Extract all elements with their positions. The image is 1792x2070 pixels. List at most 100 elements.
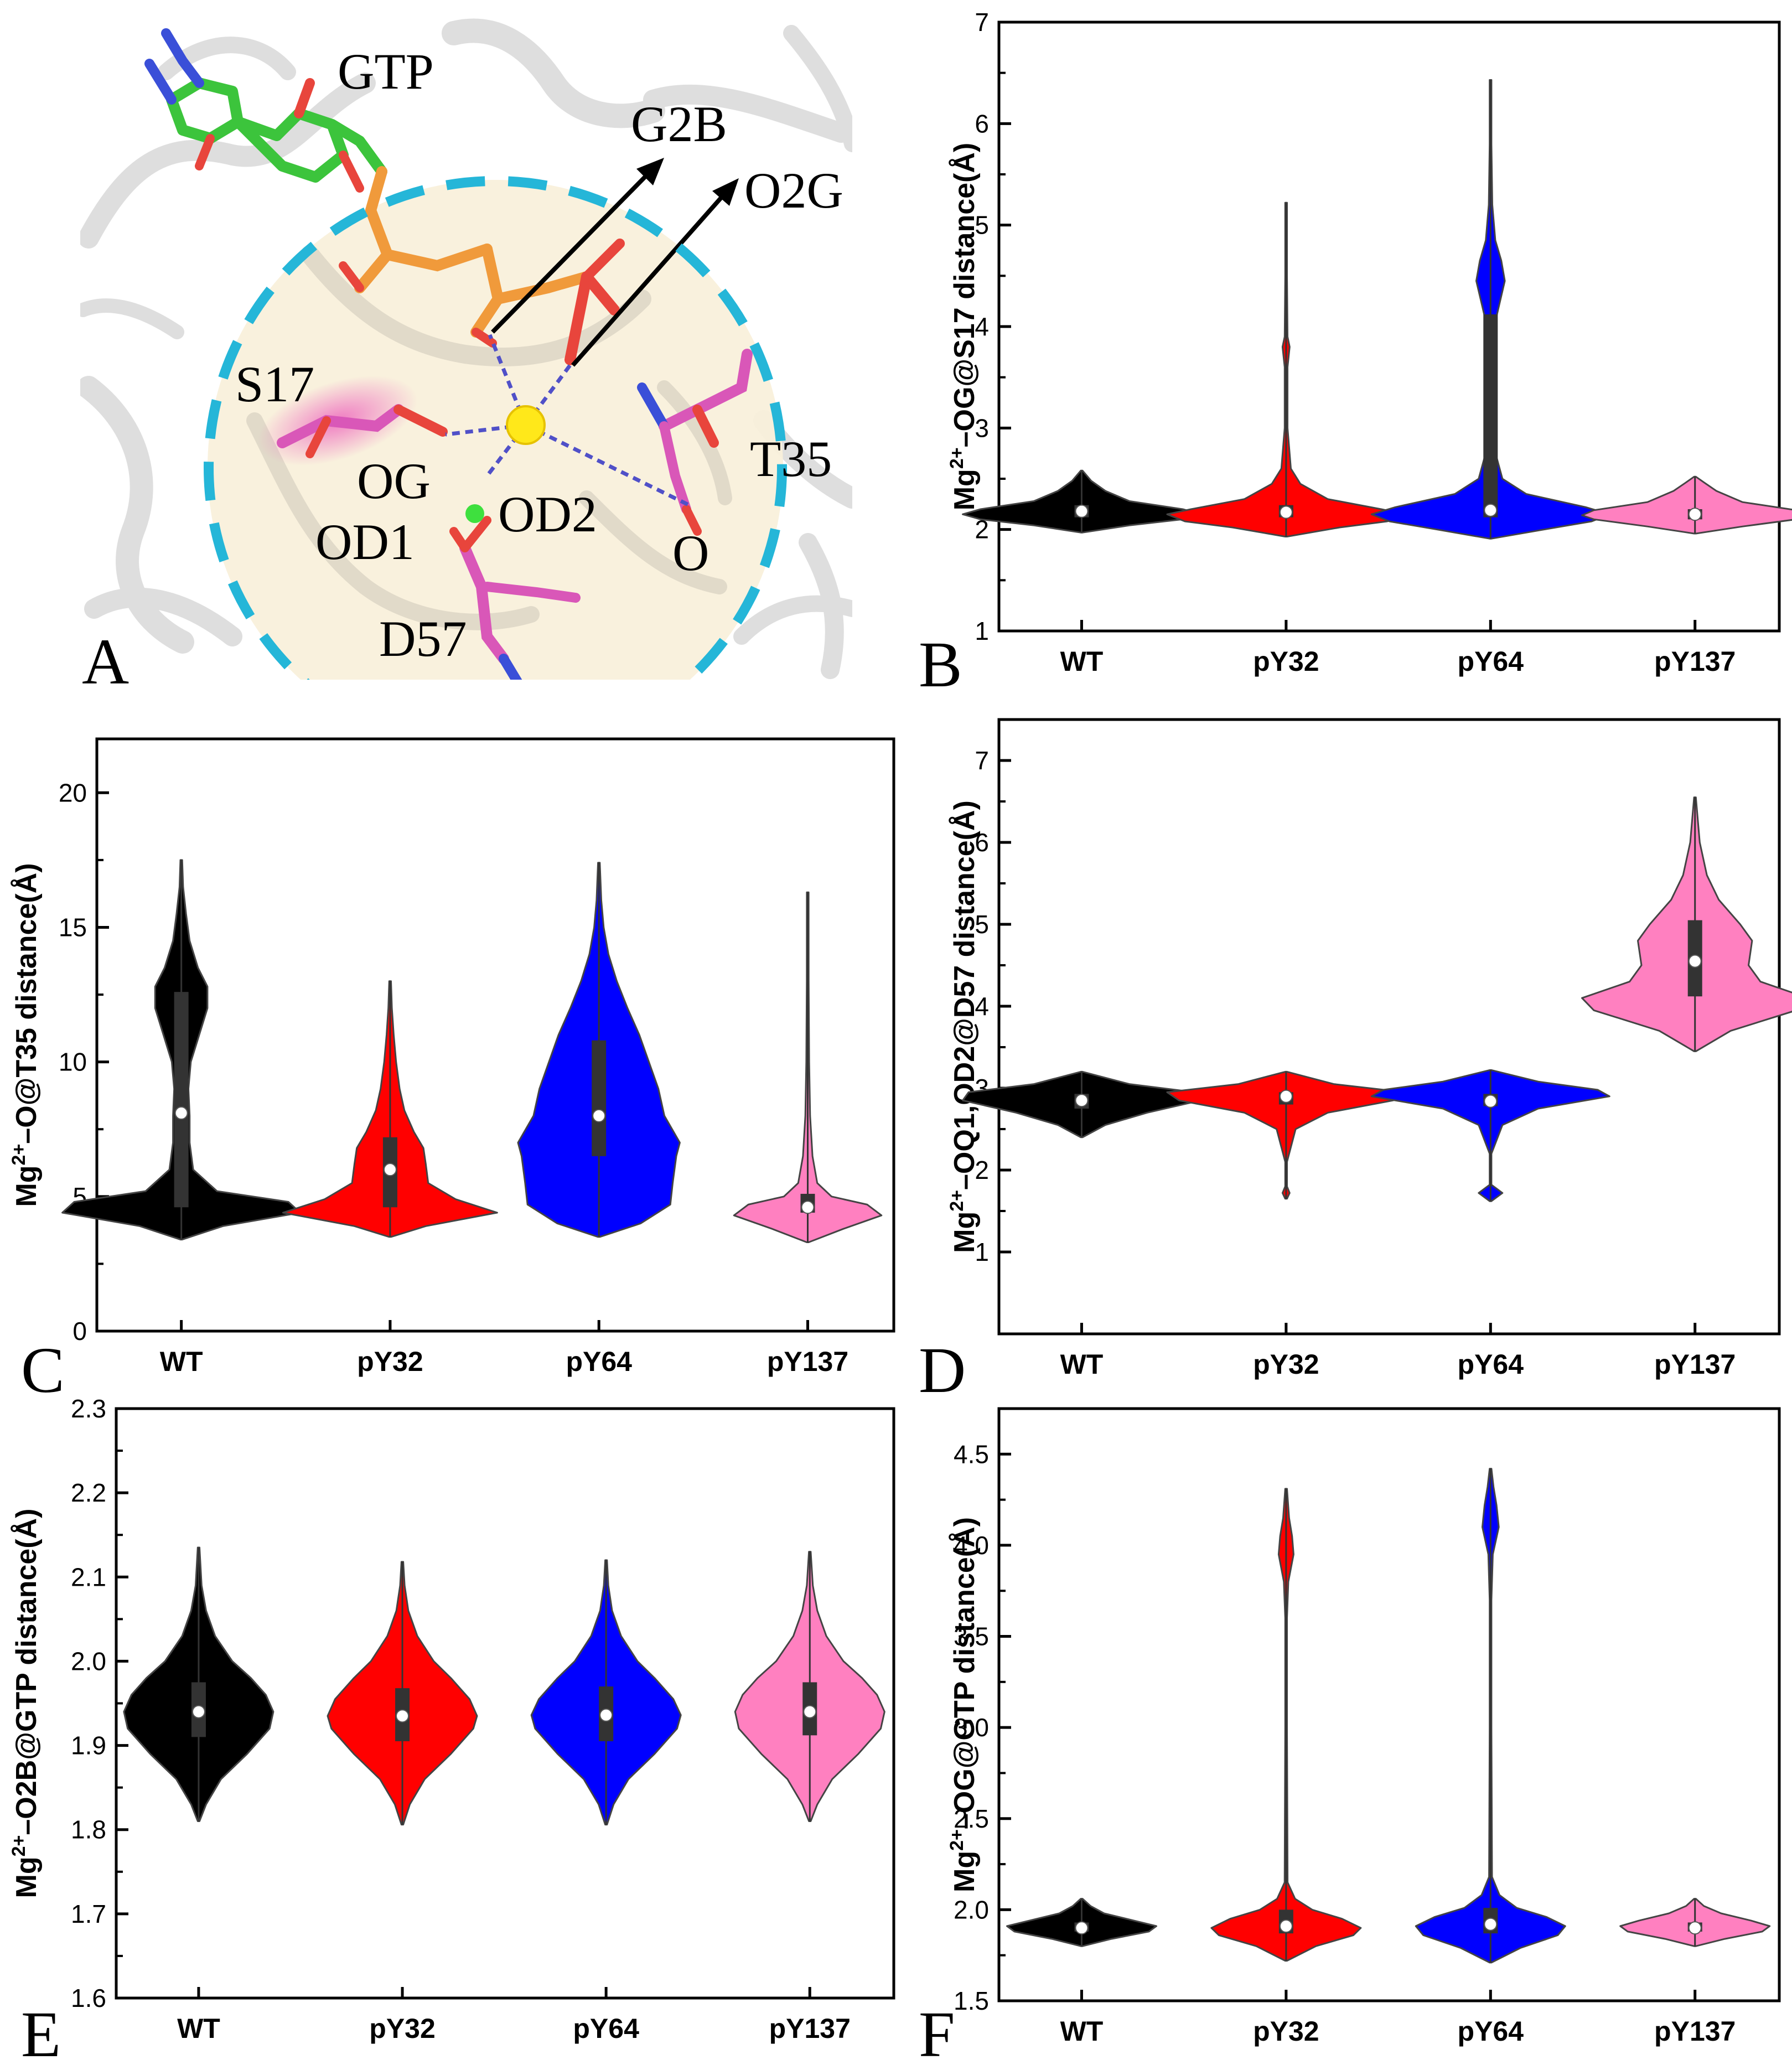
s17-residue xyxy=(277,404,448,458)
y-tick-label: 1.6 xyxy=(71,1984,106,2012)
y-tick-label: 2.0 xyxy=(954,1895,989,1924)
box-WT xyxy=(174,992,189,1208)
panel-a-structure: GTP G2B O2G S17 T35 OG OD1 OD2 O D57 A xyxy=(80,18,852,698)
y-tick-label: 10 xyxy=(59,1048,87,1077)
median-pY32 xyxy=(383,1163,397,1177)
median-pY64 xyxy=(1484,503,1498,517)
x-tick-label: pY32 xyxy=(369,2013,436,2044)
y-tick-label: 5 xyxy=(975,211,989,240)
label-t35: T35 xyxy=(750,431,832,487)
y-tick-label: 1.8 xyxy=(71,1815,106,1844)
y-axis-label: Mg2+–OG@S17 distance(Å) xyxy=(946,143,981,511)
median-pY64 xyxy=(1484,1094,1498,1108)
violin-pY137 xyxy=(1581,475,1792,535)
plot-frame xyxy=(95,737,895,1333)
median-WT xyxy=(1075,1921,1089,1935)
x-tick-label: WT xyxy=(1060,2016,1104,2047)
label-og: OG xyxy=(357,453,431,509)
t35-residue xyxy=(637,349,753,536)
x-tick-label: pY64 xyxy=(566,1346,632,1377)
x-tick-label: pY32 xyxy=(1253,646,1319,677)
label-gtp: GTP xyxy=(338,43,434,100)
x-tick-label: pY64 xyxy=(1458,2016,1524,2047)
y-tick-label: 7 xyxy=(975,746,989,775)
y-tick-label: 3.5 xyxy=(954,1622,989,1651)
y-axis-label: Mg2+–O2B@GTP distance(Å) xyxy=(8,1509,43,1898)
x-tick-label: pY32 xyxy=(357,1346,423,1377)
y-tick-label: 2.5 xyxy=(954,1804,989,1833)
panel-letter: D xyxy=(919,1334,966,1406)
y-tick-label: 2 xyxy=(975,1156,989,1184)
box-pY64 xyxy=(1483,314,1498,518)
plot-frame xyxy=(997,1407,1781,2002)
y-tick-label: 4.0 xyxy=(954,1531,989,1560)
y-tick-label: 1.5 xyxy=(954,1986,989,2015)
phosphate-chain xyxy=(339,205,625,365)
label-o: O xyxy=(672,525,709,581)
median-pY64 xyxy=(599,1708,613,1722)
panel-f-chart: 1.5 2.0 2.5 3.0 3.5 4.0 4.5 WT pY32 pY64 pY137 Mg2+… xyxy=(919,1407,1781,2070)
panel-letter: C xyxy=(21,1334,65,1406)
median-WT xyxy=(191,1705,205,1719)
y-tick-label: 3 xyxy=(975,413,989,442)
x-tick-label: WT xyxy=(1060,646,1104,677)
x-tick-label: pY32 xyxy=(1253,2016,1319,2047)
label-d57: D57 xyxy=(379,610,467,667)
median-pY137 xyxy=(1688,954,1702,968)
label-o2g: O2G xyxy=(744,162,843,219)
y-tick-label: 0 xyxy=(72,1317,87,1346)
x-tick-label: pY137 xyxy=(769,2013,851,2044)
x-tick-label: pY137 xyxy=(1654,646,1736,677)
y-tick-label: 6 xyxy=(975,109,989,138)
y-tick-label: 2.0 xyxy=(71,1647,106,1675)
y-tick-label: 1 xyxy=(975,617,989,645)
median-WT xyxy=(1075,1094,1089,1108)
median-pY32 xyxy=(1279,1089,1293,1103)
median-WT xyxy=(174,1106,188,1120)
violin-pY137 xyxy=(1581,796,1792,1052)
median-pY137 xyxy=(1688,1921,1702,1935)
label-od2: OD2 xyxy=(498,486,597,542)
y-tick-label: 2.1 xyxy=(71,1562,106,1591)
panel-letter: B xyxy=(919,628,962,701)
x-tick-label: pY64 xyxy=(1458,646,1524,677)
y-tick-label: 20 xyxy=(59,778,87,807)
x-tick-label: pY137 xyxy=(767,1346,848,1377)
x-tick-label: pY32 xyxy=(1253,1349,1319,1380)
label-od1: OD1 xyxy=(315,514,415,570)
y-tick-label: 2.2 xyxy=(71,1478,106,1507)
x-tick-label: WT xyxy=(1060,1349,1104,1380)
label-g2b: G2B xyxy=(631,96,727,152)
panel-e-chart: 1.6 1.7 1.8 1.9 2.0 2.1 2.2 2.3 WT pY32 pY64 pY137 M… xyxy=(8,1394,895,2070)
panel-letter: F xyxy=(919,1998,955,2070)
y-tick-label: 1 xyxy=(975,1238,989,1266)
gtp-ligand xyxy=(144,28,387,216)
d57-residue xyxy=(449,516,581,680)
median-pY137 xyxy=(1688,508,1702,521)
x-tick-label: pY64 xyxy=(1458,1349,1524,1380)
mg-ion xyxy=(506,405,546,445)
y-tick-label: 7 xyxy=(975,8,989,37)
median-pY137 xyxy=(803,1705,817,1719)
median-pY137 xyxy=(801,1200,815,1214)
median-pY32 xyxy=(1279,1919,1293,1933)
x-tick-label: pY137 xyxy=(1654,1349,1736,1380)
median-pY64 xyxy=(1484,1917,1498,1931)
median-pY64 xyxy=(592,1109,606,1122)
panel-letter-a: A xyxy=(82,625,129,698)
median-pY32 xyxy=(1279,505,1293,519)
y-tick-label: 6 xyxy=(975,828,989,857)
median-WT xyxy=(1075,504,1089,518)
y-tick-label: 4.5 xyxy=(954,1440,989,1468)
y-tick-label: 2.3 xyxy=(71,1394,106,1423)
y-tick-label: 1.9 xyxy=(71,1731,106,1760)
y-tick-label: 4 xyxy=(975,992,989,1021)
y-tick-label: 1.7 xyxy=(71,1900,106,1928)
plot-frame xyxy=(997,718,1781,1336)
active-site-circle xyxy=(204,176,787,680)
y-axis-label: Mg2+–OQ1,OD2@D57 distance(Å) xyxy=(946,800,981,1253)
